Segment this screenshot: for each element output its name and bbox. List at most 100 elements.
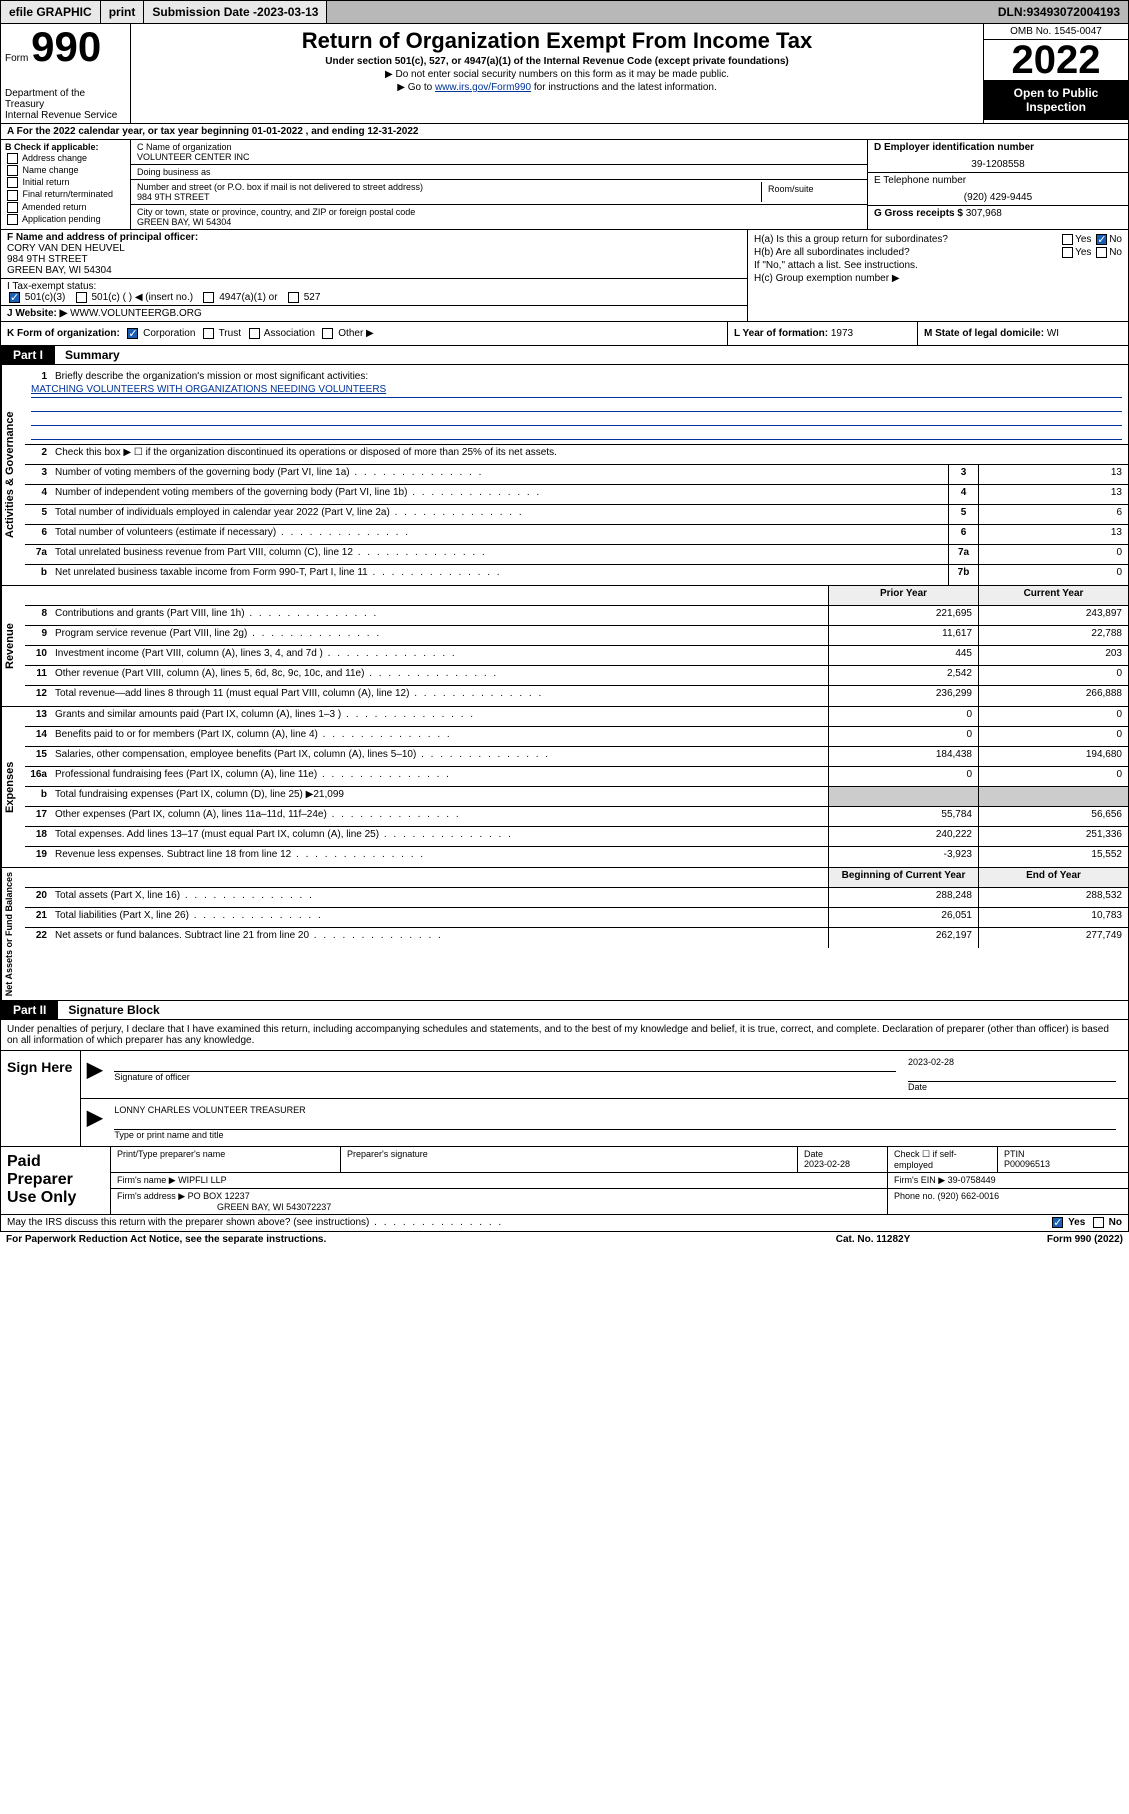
summary-row: 16aProfessional fundraising fees (Part I… bbox=[25, 767, 1128, 787]
submission-date: Submission Date - 2023-03-13 bbox=[144, 1, 327, 23]
summary-row: 18Total expenses. Add lines 13–17 (must … bbox=[25, 827, 1128, 847]
form-footer: Form 990 (2022) bbox=[973, 1234, 1123, 1245]
discuss-yes[interactable] bbox=[1052, 1217, 1063, 1228]
mission-line-2 bbox=[31, 398, 1122, 412]
k-trust[interactable] bbox=[203, 328, 214, 339]
sign-here-block: Sign Here ▶ Signature of officer 2023-02… bbox=[0, 1051, 1129, 1147]
part1-label: Part I bbox=[1, 346, 55, 364]
pra-notice: For Paperwork Reduction Act Notice, see … bbox=[6, 1234, 773, 1245]
box-l: L Year of formation: 1973 bbox=[728, 322, 918, 345]
officer-signature-label: Signature of officer bbox=[114, 1072, 189, 1082]
dept-treasury: Department of the Treasury bbox=[5, 88, 126, 110]
chk-amended-return[interactable]: Amended return bbox=[5, 202, 126, 213]
firm-ein: 39-0758449 bbox=[948, 1175, 996, 1185]
chk-527[interactable] bbox=[288, 292, 299, 303]
summary-row: 12Total revenue—add lines 8 through 11 (… bbox=[25, 686, 1128, 706]
sign-date: 2023-02-28 bbox=[908, 1057, 1116, 1067]
summary-row: 9Program service revenue (Part VIII, lin… bbox=[25, 626, 1128, 646]
k-assoc[interactable] bbox=[249, 328, 260, 339]
irs-label: Internal Revenue Service bbox=[5, 110, 126, 121]
open-to-public: Open to Public Inspection bbox=[984, 80, 1128, 120]
ha-yes[interactable] bbox=[1062, 234, 1073, 245]
part1-title: Summary bbox=[55, 346, 130, 364]
efile-label: efile GRAPHIC bbox=[1, 1, 101, 23]
block-fijh: F Name and address of principal officer:… bbox=[0, 230, 1129, 322]
l-label: L Year of formation: bbox=[734, 328, 831, 339]
form-number: 990 bbox=[31, 23, 101, 70]
prep-self-employed[interactable]: Check ☐ if self-employed bbox=[888, 1147, 998, 1172]
summary-row: 4Number of independent voting members of… bbox=[25, 485, 1128, 505]
c-street: 984 9TH STREET bbox=[137, 192, 761, 202]
summary-row: 13Grants and similar amounts paid (Part … bbox=[25, 707, 1128, 727]
k-corp[interactable] bbox=[127, 328, 138, 339]
firm-ein-label: Firm's EIN ▶ bbox=[894, 1175, 948, 1185]
discuss-no[interactable] bbox=[1093, 1217, 1104, 1228]
summary-row: 3Number of voting members of the governi… bbox=[25, 465, 1128, 485]
left-fij: F Name and address of principal officer:… bbox=[1, 230, 748, 321]
sign-here-label: Sign Here bbox=[1, 1051, 81, 1146]
revenue-header-row: Prior Year Current Year bbox=[25, 586, 1128, 606]
summary-row: 22Net assets or fund balances. Subtract … bbox=[25, 928, 1128, 948]
col-prior-year: Prior Year bbox=[828, 586, 978, 605]
firm-name: WIPFLI LLP bbox=[178, 1175, 227, 1185]
chk-initial-return[interactable]: Initial return bbox=[5, 177, 126, 188]
part2-title: Signature Block bbox=[58, 1001, 169, 1019]
dln-value: 93493072004193 bbox=[1027, 5, 1120, 19]
chk-address-change[interactable]: Address change bbox=[5, 153, 126, 164]
print-button[interactable]: print bbox=[101, 1, 145, 23]
firm-phone: (920) 662-0016 bbox=[938, 1191, 1000, 1201]
chk-4947[interactable] bbox=[203, 292, 214, 303]
paid-preparer-block: Paid Preparer Use Only Print/Type prepar… bbox=[0, 1147, 1129, 1215]
officer-name-title: LONNY CHARLES VOLUNTEER TREASURER bbox=[114, 1105, 1116, 1115]
row-a-prefix: A For the 2022 calendar year, or tax yea… bbox=[7, 126, 252, 137]
irs-link[interactable]: www.irs.gov/Form990 bbox=[435, 82, 531, 93]
g-gross: 307,968 bbox=[966, 208, 1002, 219]
footer-row: For Paperwork Reduction Act Notice, see … bbox=[0, 1232, 1129, 1247]
col-end-year: End of Year bbox=[978, 868, 1128, 887]
ha-no[interactable] bbox=[1096, 234, 1107, 245]
row-a-end: 12-31-2022 bbox=[367, 126, 418, 137]
ha-label: H(a) Is this a group return for subordin… bbox=[754, 234, 948, 245]
hc-label: H(c) Group exemption number ▶ bbox=[754, 273, 1122, 284]
line-2-num: 2 bbox=[25, 445, 51, 464]
chk-501c3[interactable] bbox=[9, 292, 20, 303]
officer-signature-field[interactable]: Signature of officer bbox=[108, 1057, 902, 1092]
col-begin-year: Beginning of Current Year bbox=[828, 868, 978, 887]
chk-name-change[interactable]: Name change bbox=[5, 165, 126, 176]
section-net-assets: Net Assets or Fund Balances Beginning of… bbox=[0, 868, 1129, 1001]
box-c: C Name of organization VOLUNTEER CENTER … bbox=[131, 140, 868, 229]
firm-name-label: Firm's name ▶ bbox=[117, 1175, 178, 1185]
chk-application-pending[interactable]: Application pending bbox=[5, 214, 126, 225]
summary-row: 7aTotal unrelated business revenue from … bbox=[25, 545, 1128, 565]
prep-ptin: P00096513 bbox=[1004, 1159, 1122, 1169]
f-addr1: 984 9TH STREET bbox=[7, 254, 88, 265]
l-year: 1973 bbox=[831, 328, 853, 339]
submission-date-label: Submission Date - bbox=[152, 5, 257, 19]
f-label: F Name and address of principal officer: bbox=[7, 232, 198, 243]
hb-yes[interactable] bbox=[1062, 247, 1073, 258]
form-title: Return of Organization Exempt From Incom… bbox=[137, 28, 977, 54]
prep-date: 2023-02-28 bbox=[804, 1159, 881, 1169]
top-bar: efile GRAPHIC print Submission Date - 20… bbox=[0, 0, 1129, 24]
section-revenue: Revenue Prior Year Current Year 8Contrib… bbox=[0, 586, 1129, 707]
form-word: Form bbox=[5, 53, 28, 64]
chk-final-return[interactable]: Final return/terminated bbox=[5, 189, 126, 200]
mission-line-1: MATCHING VOLUNTEERS WITH ORGANIZATIONS N… bbox=[31, 384, 1122, 398]
c-suite-label: Room/suite bbox=[768, 184, 855, 194]
d-label: D Employer identification number bbox=[874, 142, 1034, 153]
hb-no[interactable] bbox=[1096, 247, 1107, 258]
firm-addr2: GREEN BAY, WI 543072237 bbox=[217, 1202, 331, 1212]
j-label: J Website: ▶ bbox=[7, 308, 70, 319]
chk-501c[interactable] bbox=[76, 292, 87, 303]
c-dba-label: Doing business as bbox=[137, 167, 861, 177]
form-header: Form 990 Department of the Treasury Inte… bbox=[0, 24, 1129, 124]
firm-addr-label: Firm's address ▶ bbox=[117, 1191, 188, 1201]
form-note-1: ▶ Do not enter social security numbers o… bbox=[137, 69, 977, 80]
k-other[interactable] bbox=[322, 328, 333, 339]
discuss-row: May the IRS discuss this return with the… bbox=[0, 1215, 1129, 1231]
section-expenses: Expenses 13Grants and similar amounts pa… bbox=[0, 707, 1129, 868]
e-phone: (920) 429-9445 bbox=[874, 192, 1122, 203]
hb-note: If "No," attach a list. See instructions… bbox=[754, 260, 1122, 271]
prep-name-label: Print/Type preparer's name bbox=[117, 1149, 334, 1159]
tax-year: 2022 bbox=[984, 40, 1128, 80]
